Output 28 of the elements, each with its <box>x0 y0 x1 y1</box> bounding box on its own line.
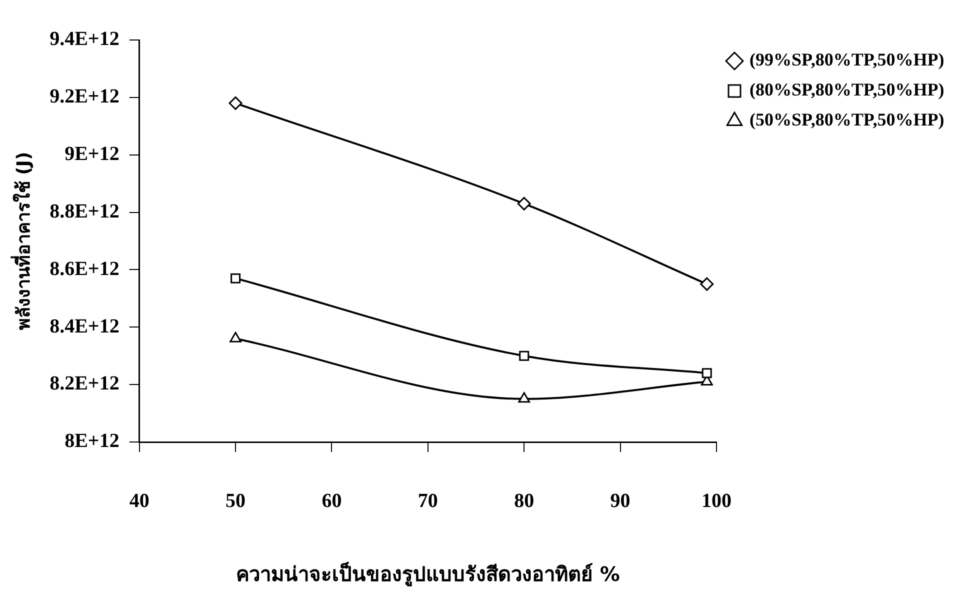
y-tick-label: 8.4E+12 <box>50 315 120 338</box>
x-tick-label: 70 <box>418 490 438 512</box>
x-tick-label: 80 <box>514 490 534 512</box>
point <box>228 96 242 110</box>
point <box>517 196 531 210</box>
y-tick-label: 9.4E+12 <box>50 28 120 50</box>
x-axis-title: ความน่าจะเป็นของรูปแบบรังสีดวงอาทิตย์ % <box>236 561 620 588</box>
legend-label: (99%SP,80%TP,50%HP) <box>750 50 944 70</box>
x-tick-label: 60 <box>322 490 342 512</box>
y-tick-label: 9E+12 <box>64 143 120 166</box>
x-tick-label: 50 <box>226 490 246 512</box>
x-tick-label: 40 <box>129 490 150 512</box>
y-tick-label: 8.8E+12 <box>50 200 120 222</box>
y-tick-label: 8.2E+12 <box>50 372 120 395</box>
x-tick-label: 90 <box>610 490 630 512</box>
point <box>700 277 714 291</box>
point <box>702 368 712 378</box>
y-axis-title: พลังงานที่อาคารใช้ (J) <box>10 152 34 330</box>
y-tick-label: 8E+12 <box>64 430 120 452</box>
x-tick-label: 100 <box>702 490 732 512</box>
point <box>230 332 242 342</box>
legend-label: (50%SP,80%TP,50%HP) <box>750 110 944 130</box>
point <box>230 273 241 284</box>
y-tick-label: 8.6E+12 <box>50 258 120 280</box>
point <box>518 392 530 403</box>
legend-label: (80%SP,80%TP,50%HP) <box>750 80 944 100</box>
y-tick-label: 9.2E+12 <box>50 86 120 108</box>
point <box>519 350 530 361</box>
